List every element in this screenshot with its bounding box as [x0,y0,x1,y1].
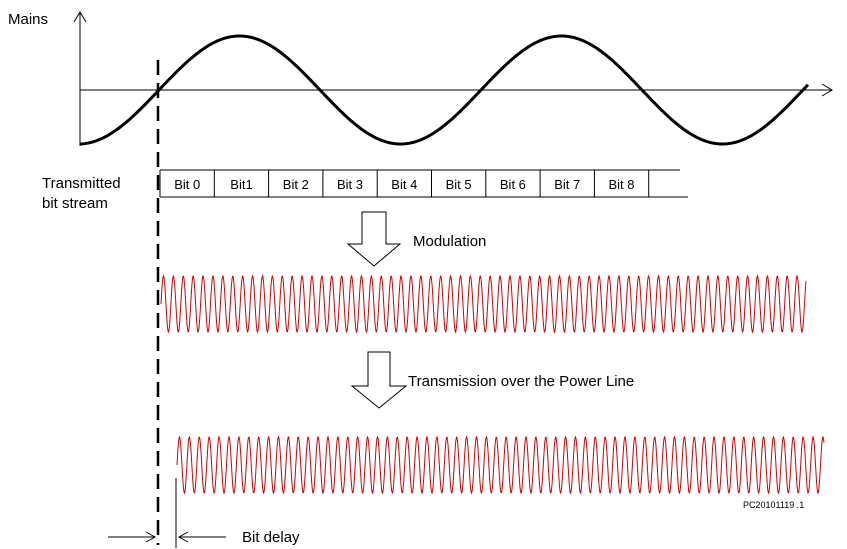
mains-y-axis-arrowhead [73,11,87,23]
bit-cell-label: Bit 6 [500,177,526,192]
bit-cell-label: Bit1 [230,177,252,192]
bit-delay-left-arrowhead [145,531,157,543]
bit-delay-right-arrowhead [177,531,189,543]
bit-stream-cells: Bit 0 Bit1 Bit 2 Bit 3 Bit 4 Bit 5 Bit 6 Bit 7 B… [159,170,650,197]
bit-cell-label: Bit 7 [554,177,580,192]
bit-cell-label: Bit 8 [608,177,634,192]
bit-cell-label: Bit 3 [337,177,363,192]
mains-label: Mains [8,11,48,28]
transmission-arrow-icon [350,351,408,409]
bit-cell-label: Bit 5 [446,177,472,192]
bit-cell-label: Bit 2 [283,177,309,192]
bit-cell-label: Bit 0 [174,177,200,192]
modulated-signal [160,274,807,334]
mains-x-axis-arrowhead [821,83,833,97]
mains-sine-wave [79,34,810,146]
received-signal [176,435,825,495]
figure-code: PC20101119 .1 [743,500,804,510]
transmission-label: Transmission over the Power Line [408,373,634,390]
bit-cell-label: Bit 4 [391,177,417,192]
modulation-label: Modulation [413,233,486,250]
transmitted-label-line1: Transmitted [42,175,121,192]
modulation-arrow-icon [346,211,402,267]
bit-delay-label: Bit delay [242,529,300,546]
transmitted-label-line2: bit stream [42,195,108,212]
